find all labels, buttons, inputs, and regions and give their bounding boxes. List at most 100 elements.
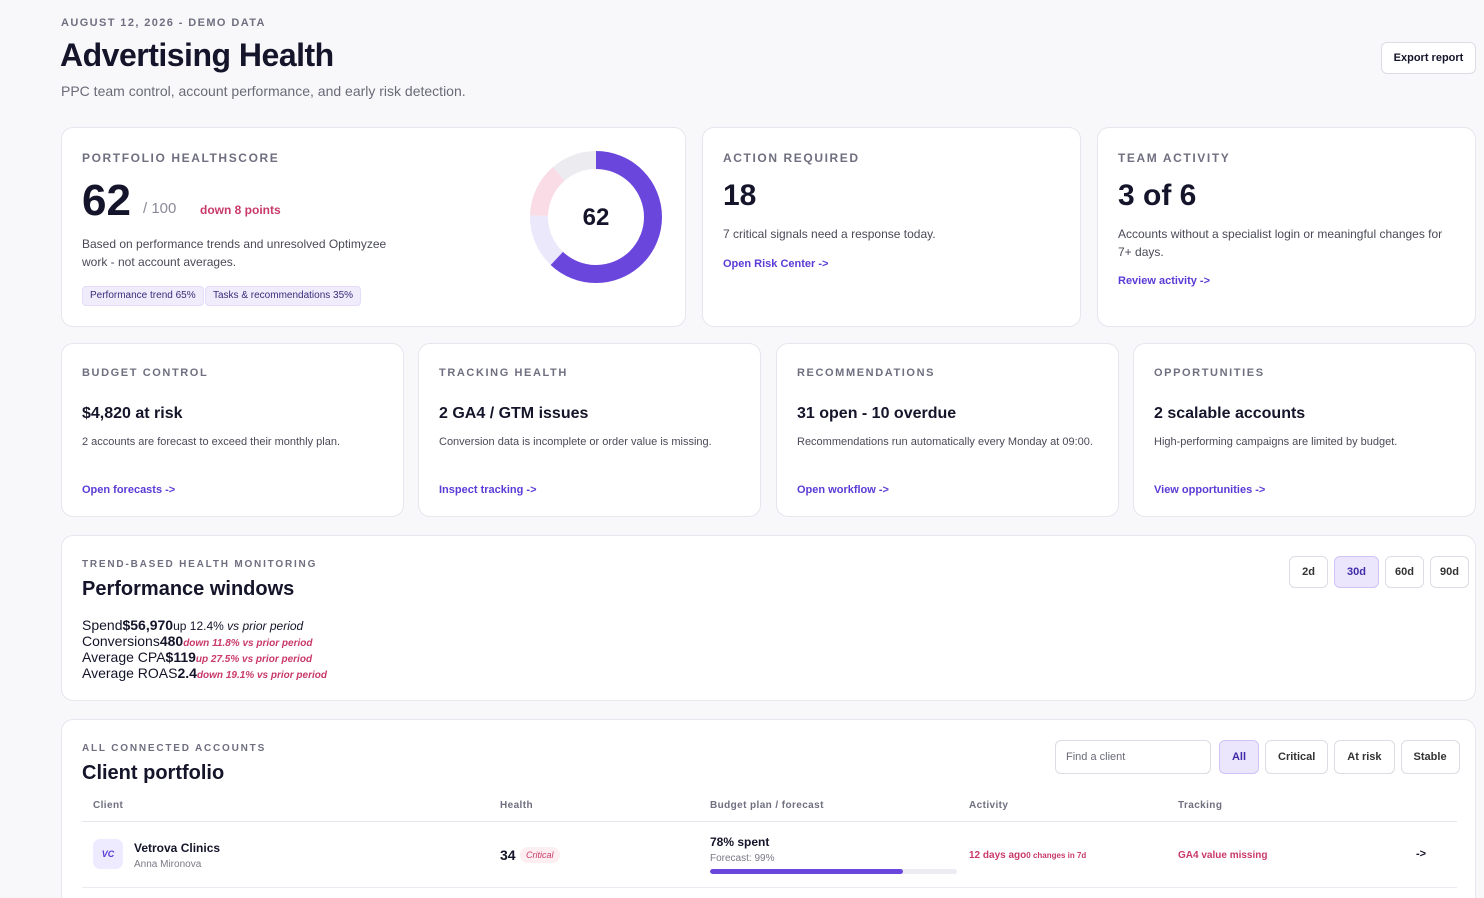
healthscore-eyebrow: PORTFOLIO HEALTHSCORE (82, 151, 280, 165)
recommendations-eyebrow: RECOMMENDATIONS (797, 367, 936, 379)
action-eyebrow: ACTION REQUIRED (723, 151, 860, 165)
range-90d-button[interactable]: 90d (1430, 556, 1469, 588)
healthscore-card: PORTFOLIO HEALTHSCORE 62 / 100 down 8 po… (61, 127, 686, 327)
client-health-score: 34 (500, 847, 516, 863)
tracking-eyebrow: TRACKING HEALTH (439, 367, 568, 379)
action-description: 7 critical signals need a response today… (723, 227, 936, 241)
client-owner: Anna Mironova (134, 859, 202, 870)
metric-conversions: Conversions480down 11.8% vs prior period (82, 633, 327, 649)
opportunities-card: OPPORTUNITIES 2 scalable accounts High-p… (1133, 343, 1476, 517)
recommendations-description: Recommendations run automatically every … (797, 436, 1093, 448)
metric-value: 480 (159, 633, 184, 649)
status-badge: Critical (520, 847, 560, 863)
metric-delta-direction: up (173, 619, 187, 633)
column-header-budget[interactable]: Budget plan / forecast (710, 800, 824, 811)
client-name: Vetrova Clinics (134, 841, 221, 855)
healthscore-max: / 100 (143, 200, 177, 217)
filter-at-risk-button[interactable]: At risk (1334, 740, 1395, 774)
budget-eyebrow: BUDGET CONTROL (82, 367, 209, 379)
inspect-tracking-link[interactable]: Inspect tracking -> (439, 484, 537, 496)
client-filter-group: All Critical At risk Stable (1219, 740, 1460, 774)
page-title: Advertising Health (60, 37, 334, 73)
donut-value-arc (530, 151, 662, 283)
tasks-recommendations-tag: Tasks & recommendations 35% (205, 286, 362, 306)
action-value: 18 (723, 179, 757, 212)
metric-label: Spend (82, 617, 123, 633)
range-2d-button[interactable]: 2d (1289, 556, 1328, 588)
view-opportunities-link[interactable]: View opportunities -> (1154, 484, 1266, 496)
client-portfolio-card: ALL CONNECTED ACCOUNTS Client portfolio … (61, 719, 1476, 898)
column-header-activity[interactable]: Activity (969, 800, 1009, 811)
budget-control-card: BUDGET CONTROL $4,820 at risk 2 accounts… (61, 343, 404, 517)
clients-title: Client portfolio (82, 762, 225, 784)
metric-spend: Spend$56,970up 12.4% vs prior period (82, 617, 327, 633)
performance-eyebrow: TREND-BASED HEALTH MONITORING (82, 559, 318, 570)
open-forecasts-link[interactable]: Open forecasts -> (82, 484, 176, 496)
page-subtitle: PPC team control, account performance, a… (61, 83, 466, 99)
performance-title: Performance windows (82, 578, 295, 600)
performance-metrics: Spend$56,970up 12.4% vs prior period Con… (82, 617, 327, 681)
export-report-button[interactable]: Export report (1381, 42, 1476, 74)
healthscore-description: Based on performance trends and unresolv… (82, 237, 387, 269)
healthscore-value: 62 (82, 176, 131, 225)
date-line: AUGUST 12, 2026 - DEMO DATA (61, 17, 266, 29)
metric-average-cpa: Average CPA$119up 27.5% vs prior period (82, 649, 327, 665)
metric-delta-suffix: vs prior period (227, 619, 304, 633)
performance-trend-tag: Performance trend 65% (82, 286, 204, 306)
tracking-health-card: TRACKING HEALTH 2 GA4 / GTM issues Conve… (418, 343, 761, 517)
budget-spent: 78% spent (710, 835, 770, 849)
open-workflow-link[interactable]: Open workflow -> (797, 484, 889, 496)
metric-value: $56,970 (122, 617, 174, 633)
opportunities-eyebrow: OPPORTUNITIES (1154, 367, 1265, 379)
tracking-stat: 2 GA4 / GTM issues (439, 405, 589, 422)
metric-label: Average CPA (82, 649, 166, 665)
filter-stable-button[interactable]: Stable (1400, 740, 1460, 774)
budget-description: 2 accounts are forecast to exceed their … (82, 436, 341, 448)
review-activity-link[interactable]: Review activity -> (1118, 275, 1211, 287)
metric-delta: down 19.1% vs prior period (196, 670, 327, 681)
metric-label: Average ROAS (82, 665, 178, 681)
client-tracking-status: GA4 value missing (1178, 850, 1268, 861)
budget-progress-fill (710, 869, 903, 874)
recommendations-stat: 31 open - 10 overdue (797, 405, 957, 422)
donut-label: 62 (583, 204, 610, 231)
metric-delta: up 27.5% vs prior period (195, 654, 313, 665)
team-activity-card: TEAM ACTIVITY 3 of 6 Accounts without a … (1097, 127, 1476, 327)
client-table-header: Client Health Budget plan / forecast Act… (82, 796, 1457, 822)
open-client-arrow[interactable]: -> (1416, 848, 1427, 860)
client-activity: 12 days ago0 changes in 7d (969, 850, 1086, 861)
filter-all-button[interactable]: All (1219, 740, 1259, 774)
recommendations-card: RECOMMENDATIONS 31 open - 10 overdue Rec… (776, 343, 1119, 517)
range-60d-button[interactable]: 60d (1385, 556, 1424, 588)
table-row[interactable]: VC Vetrova Clinics Anna Mironova 34 Crit… (82, 822, 1457, 888)
donut-track-segment (530, 151, 662, 283)
healthscore-donut: 62 (530, 151, 662, 283)
team-eyebrow: TEAM ACTIVITY (1118, 151, 1231, 165)
range-selector: 2d 30d 60d 90d (1283, 556, 1469, 588)
activity-changes: 0 changes in 7d (1026, 851, 1087, 860)
team-value: 3 of 6 (1118, 179, 1197, 212)
budget-stat: $4,820 at risk (82, 405, 183, 422)
column-header-health[interactable]: Health (500, 800, 533, 811)
activity-last-seen: 12 days ago (969, 850, 1027, 861)
client-search-input[interactable] (1055, 740, 1211, 774)
filter-critical-button[interactable]: Critical (1265, 740, 1329, 774)
clients-eyebrow: ALL CONNECTED ACCOUNTS (82, 743, 267, 754)
metric-value: $119 (165, 649, 196, 665)
metric-delta: down 11.8% vs prior period (183, 638, 313, 649)
budget-progress-bar (710, 869, 957, 874)
metric-average-roas: Average ROAS2.4down 19.1% vs prior perio… (82, 665, 327, 681)
metric-delta-percent: 12.4% (189, 619, 224, 633)
metric-label: Conversions (82, 633, 160, 649)
healthscore-delta: down 8 points (200, 203, 281, 217)
metric-delta: up 12.4% vs prior period (173, 619, 303, 633)
avatar: VC (93, 839, 123, 869)
opportunities-description: High-performing campaigns are limited by… (1154, 436, 1398, 448)
open-risk-center-link[interactable]: Open Risk Center -> (723, 258, 829, 270)
tracking-description: Conversion data is incomplete or order v… (439, 436, 712, 448)
column-header-tracking[interactable]: Tracking (1178, 800, 1223, 811)
column-header-client[interactable]: Client (93, 800, 124, 811)
opportunities-stat: 2 scalable accounts (1154, 405, 1306, 422)
range-30d-button[interactable]: 30d (1334, 556, 1379, 588)
action-required-card: ACTION REQUIRED 18 7 critical signals ne… (702, 127, 1081, 327)
